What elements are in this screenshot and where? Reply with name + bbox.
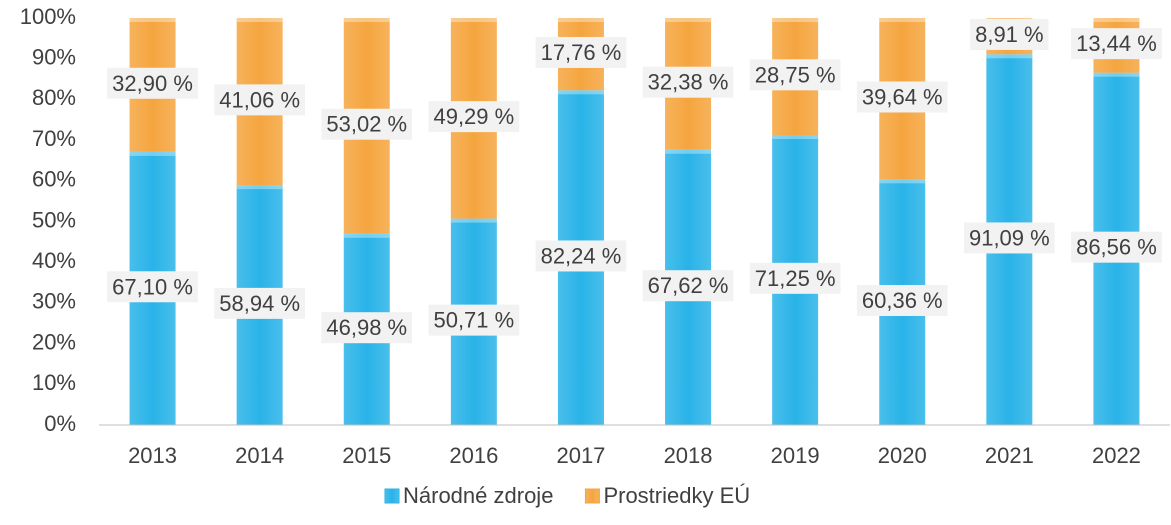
bar-segment-top xyxy=(557,90,604,95)
data-label-bg xyxy=(749,59,841,91)
y-tick-label: 90% xyxy=(32,45,76,70)
data-label: 71,25 % xyxy=(755,266,836,291)
data-label: 28,75 % xyxy=(755,62,836,87)
data-label-bg xyxy=(107,271,198,303)
legend-label: Prostriedky EÚ xyxy=(603,483,750,508)
x-tick-label: 2017 xyxy=(556,443,605,468)
data-label-bg xyxy=(1071,231,1162,263)
bar-segment-top xyxy=(129,18,176,22)
y-tick-label: 40% xyxy=(32,248,76,273)
bar-segment-top xyxy=(236,18,283,22)
bar-segment-top xyxy=(986,54,1033,59)
bar-segment-top xyxy=(772,18,819,22)
bar-segment-top xyxy=(450,218,497,223)
data-label-bg xyxy=(428,101,520,133)
y-tick-label: 50% xyxy=(32,207,76,232)
legend-marker xyxy=(584,488,600,504)
bar-segment-top xyxy=(665,18,712,22)
bar-segment-top xyxy=(665,149,712,154)
data-label-bg xyxy=(214,287,306,319)
y-tick-label: 70% xyxy=(32,126,76,151)
data-label-bg xyxy=(856,81,948,113)
data-label-bg xyxy=(642,66,734,98)
data-label: 67,10 % xyxy=(112,274,193,299)
data-label-bg xyxy=(428,304,520,336)
x-tick-label: 2013 xyxy=(128,443,177,468)
bar-segment-top xyxy=(879,179,926,184)
data-label: 17,76 % xyxy=(541,40,622,65)
y-tick-label: 100% xyxy=(20,4,76,29)
data-label-bg xyxy=(749,262,841,294)
bar-segment-top xyxy=(343,233,390,238)
data-label: 32,38 % xyxy=(648,70,729,95)
y-tick-label: 10% xyxy=(32,370,76,395)
data-label-bg xyxy=(1071,28,1162,60)
data-label: 58,94 % xyxy=(219,291,300,316)
data-label: 67,62 % xyxy=(648,273,729,298)
data-label: 86,56 % xyxy=(1076,235,1157,260)
x-tick-label: 2015 xyxy=(342,443,391,468)
data-label-bg xyxy=(856,284,948,316)
data-label: 13,44 % xyxy=(1076,31,1157,56)
y-tick-label: 30% xyxy=(32,289,76,314)
y-tick-label: 60% xyxy=(32,167,76,192)
data-label: 41,06 % xyxy=(219,87,300,112)
x-tick-label: 2020 xyxy=(878,443,927,468)
data-label: 8,91 % xyxy=(975,22,1044,47)
x-tick-label: 2016 xyxy=(449,443,498,468)
y-tick-label: 0% xyxy=(44,411,76,436)
data-label-bg xyxy=(963,222,1055,254)
data-label: 39,64 % xyxy=(862,84,943,109)
data-label: 32,90 % xyxy=(112,71,193,96)
bar-segment-top xyxy=(879,18,926,22)
bar-segment-top xyxy=(236,185,283,190)
x-tick-label: 2019 xyxy=(771,443,820,468)
data-label-bg xyxy=(535,240,627,272)
data-label-bg xyxy=(642,270,734,302)
data-label: 91,09 % xyxy=(969,225,1050,250)
x-tick-label: 2022 xyxy=(1092,443,1141,468)
data-label: 46,98 % xyxy=(326,315,407,340)
data-label: 60,36 % xyxy=(862,288,943,313)
y-tick-label: 80% xyxy=(32,85,76,110)
data-label-bg xyxy=(970,18,1049,50)
bar-segment-top xyxy=(1093,18,1140,22)
data-label-bg xyxy=(107,67,198,99)
legend-label: Národné zdroje xyxy=(403,483,553,508)
data-label-bg xyxy=(321,312,413,344)
x-tick-label: 2021 xyxy=(985,443,1034,468)
legend-marker xyxy=(384,488,400,504)
data-label: 50,71 % xyxy=(433,308,514,333)
y-tick-label: 20% xyxy=(32,329,76,354)
data-label: 82,24 % xyxy=(541,243,622,268)
data-label-bg xyxy=(321,108,413,140)
bar-segment-top xyxy=(557,18,604,22)
data-label-bg xyxy=(214,84,306,116)
data-label-bg xyxy=(535,36,627,68)
bar-segment-top xyxy=(450,18,497,22)
data-label: 53,02 % xyxy=(326,112,407,137)
x-tick-label: 2014 xyxy=(235,443,284,468)
bar-segment-top xyxy=(129,151,176,156)
bar-segment-top xyxy=(1093,72,1140,77)
bar-segment-top xyxy=(343,18,390,22)
data-label: 49,29 % xyxy=(433,104,514,129)
x-tick-label: 2018 xyxy=(664,443,713,468)
bar-segment-top xyxy=(772,135,819,140)
